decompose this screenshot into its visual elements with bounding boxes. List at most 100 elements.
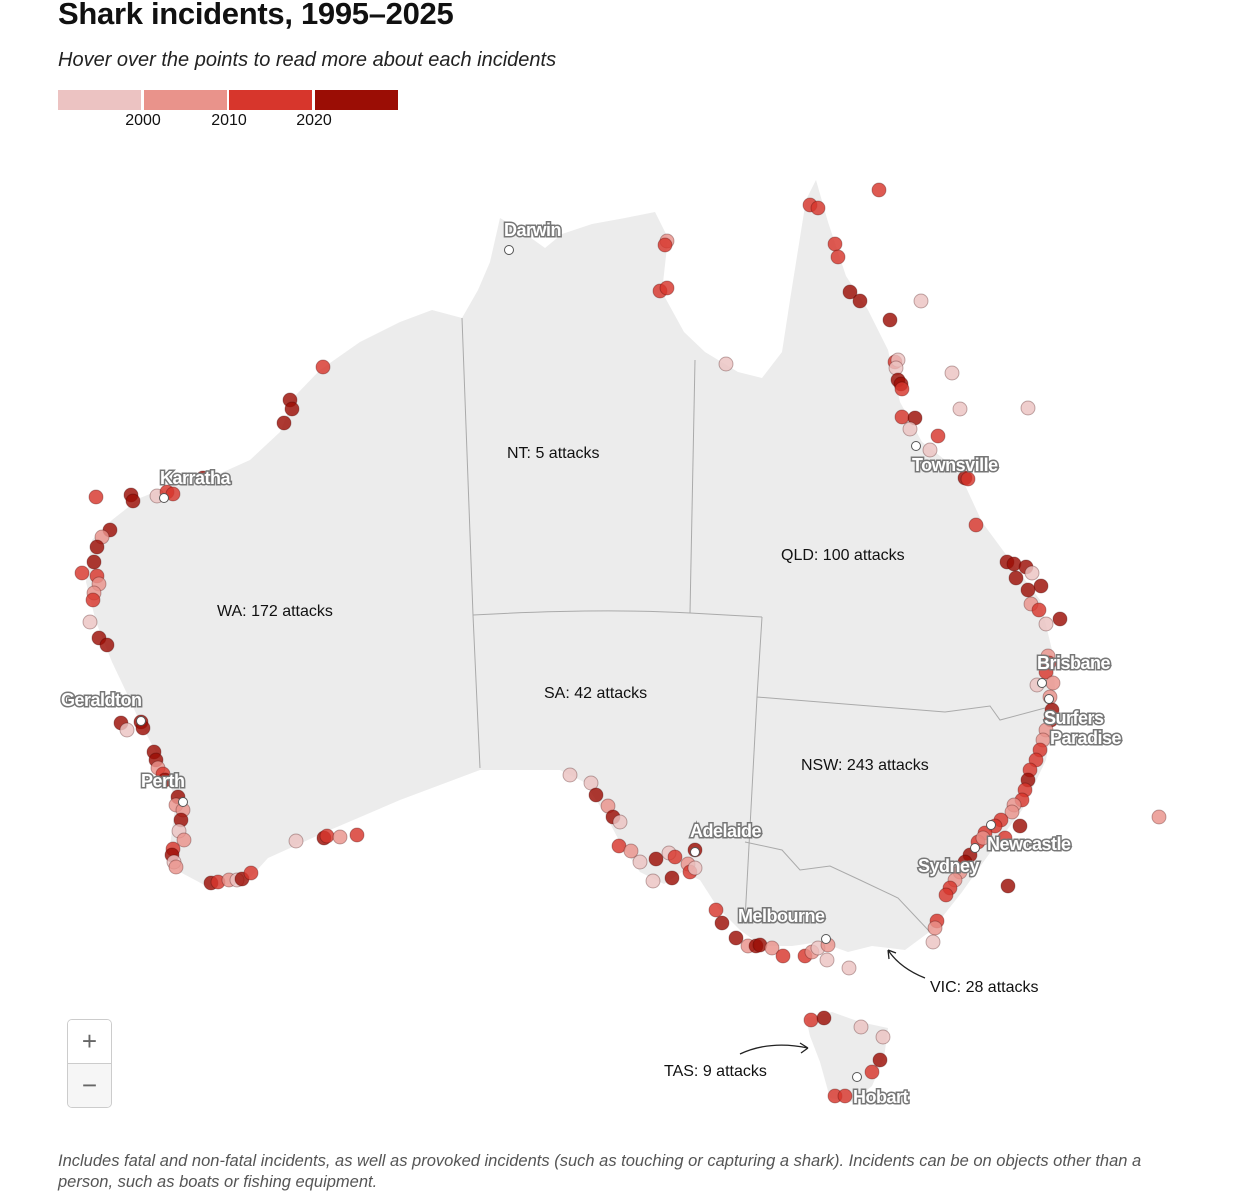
incident-point[interactable]	[1020, 582, 1036, 598]
incident-point[interactable]	[89, 539, 105, 555]
incident-point[interactable]	[902, 421, 918, 437]
city-dot	[136, 716, 146, 726]
city-dot	[159, 493, 169, 503]
incident-point[interactable]	[875, 1029, 891, 1045]
incident-point[interactable]	[775, 948, 791, 964]
incident-point[interactable]	[319, 828, 335, 844]
australia-map[interactable]: WA: 172 attacks NT: 5 attacks QLD: 100 a…	[0, 0, 1233, 1140]
city-label: Surfers Paradise	[1044, 708, 1122, 748]
incident-point[interactable]	[315, 359, 331, 375]
incident-point[interactable]	[841, 960, 857, 976]
incident-point[interactable]	[975, 830, 991, 846]
incident-point[interactable]	[925, 934, 941, 950]
incident-point[interactable]	[714, 915, 730, 931]
incident-point[interactable]	[1052, 611, 1068, 627]
incident-point[interactable]	[612, 814, 628, 830]
incident-point[interactable]	[632, 854, 648, 870]
incident-point[interactable]	[1004, 804, 1020, 820]
incident-point[interactable]	[864, 1064, 880, 1080]
incident-point[interactable]	[968, 517, 984, 533]
incident-point[interactable]	[1012, 818, 1028, 834]
land	[86, 180, 1056, 1102]
incident-point[interactable]	[157, 772, 173, 788]
city-label: Brisbane	[1037, 653, 1111, 673]
incident-point[interactable]	[611, 838, 627, 854]
incident-point[interactable]	[659, 280, 675, 296]
incident-point[interactable]	[667, 849, 683, 865]
incident-point[interactable]	[894, 381, 910, 397]
incident-point[interactable]	[284, 401, 300, 417]
zoom-out-button[interactable]: −	[68, 1064, 111, 1107]
incident-point[interactable]	[837, 1088, 853, 1104]
incident-point[interactable]	[810, 200, 826, 216]
incident-point[interactable]	[664, 870, 680, 886]
incident-point[interactable]	[588, 787, 604, 803]
incident-point[interactable]	[852, 293, 868, 309]
incident-point[interactable]	[288, 833, 304, 849]
incident-point[interactable]	[648, 851, 664, 867]
incident-point[interactable]	[871, 182, 887, 198]
incident-point[interactable]	[243, 865, 259, 881]
incident-point[interactable]	[125, 493, 141, 509]
incident-point[interactable]	[176, 832, 192, 848]
incident-point[interactable]	[276, 415, 292, 431]
incident-point[interactable]	[1151, 809, 1167, 825]
incident-point[interactable]	[927, 920, 943, 936]
incident-point[interactable]	[708, 902, 724, 918]
incident-point[interactable]	[1038, 616, 1054, 632]
legend-tick: 2020	[296, 112, 332, 129]
incident-point[interactable]	[803, 1012, 819, 1028]
incident-point[interactable]	[1031, 602, 1047, 618]
incident-point[interactable]	[1033, 578, 1049, 594]
incident-point[interactable]	[872, 1052, 888, 1068]
incident-point[interactable]	[938, 887, 954, 903]
incident-point[interactable]	[332, 829, 348, 845]
incident-point[interactable]	[623, 843, 639, 859]
incident-point[interactable]	[718, 356, 734, 372]
incident-point[interactable]	[819, 952, 835, 968]
incident-point[interactable]	[1024, 565, 1040, 581]
incident-point[interactable]	[583, 775, 599, 791]
incident-point[interactable]	[99, 637, 115, 653]
incident-point[interactable]	[816, 1010, 832, 1026]
city-dot	[970, 843, 980, 853]
incident-point[interactable]	[882, 312, 898, 328]
incident-point[interactable]	[922, 442, 938, 458]
incident-point[interactable]	[944, 365, 960, 381]
incident-point[interactable]	[86, 554, 102, 570]
incident-point[interactable]	[853, 1019, 869, 1035]
incident-point[interactable]	[74, 565, 90, 581]
incident-point[interactable]	[1038, 664, 1054, 680]
city-dot	[504, 245, 514, 255]
incident-point[interactable]	[687, 860, 703, 876]
incident-point[interactable]	[195, 470, 211, 486]
incident-point[interactable]	[827, 236, 843, 252]
incident-point[interactable]	[1020, 400, 1036, 416]
incident-point[interactable]	[952, 401, 968, 417]
incident-point[interactable]	[842, 284, 858, 300]
incident-point[interactable]	[1000, 878, 1016, 894]
incident-point[interactable]	[349, 827, 365, 843]
incident-point[interactable]	[894, 409, 910, 425]
incident-point[interactable]	[1008, 570, 1024, 586]
incident-point[interactable]	[1045, 675, 1061, 691]
incident-point[interactable]	[562, 767, 578, 783]
incident-point[interactable]	[960, 471, 976, 487]
incident-point[interactable]	[830, 249, 846, 265]
incident-point[interactable]	[930, 428, 946, 444]
city-label: Perth	[141, 771, 185, 791]
incident-point[interactable]	[657, 237, 673, 253]
incident-point[interactable]	[645, 873, 661, 889]
zoom-in-button[interactable]: +	[68, 1020, 111, 1064]
incident-point[interactable]	[764, 940, 780, 956]
city-dot	[178, 797, 188, 807]
incident-point[interactable]	[997, 830, 1013, 846]
legend-swatch-2	[144, 90, 227, 110]
incident-point[interactable]	[119, 722, 135, 738]
incident-point[interactable]	[88, 489, 104, 505]
incident-point[interactable]	[728, 930, 744, 946]
incident-point[interactable]	[913, 293, 929, 309]
incident-point[interactable]	[85, 592, 101, 608]
incident-point[interactable]	[168, 859, 184, 875]
incident-point[interactable]	[82, 614, 98, 630]
